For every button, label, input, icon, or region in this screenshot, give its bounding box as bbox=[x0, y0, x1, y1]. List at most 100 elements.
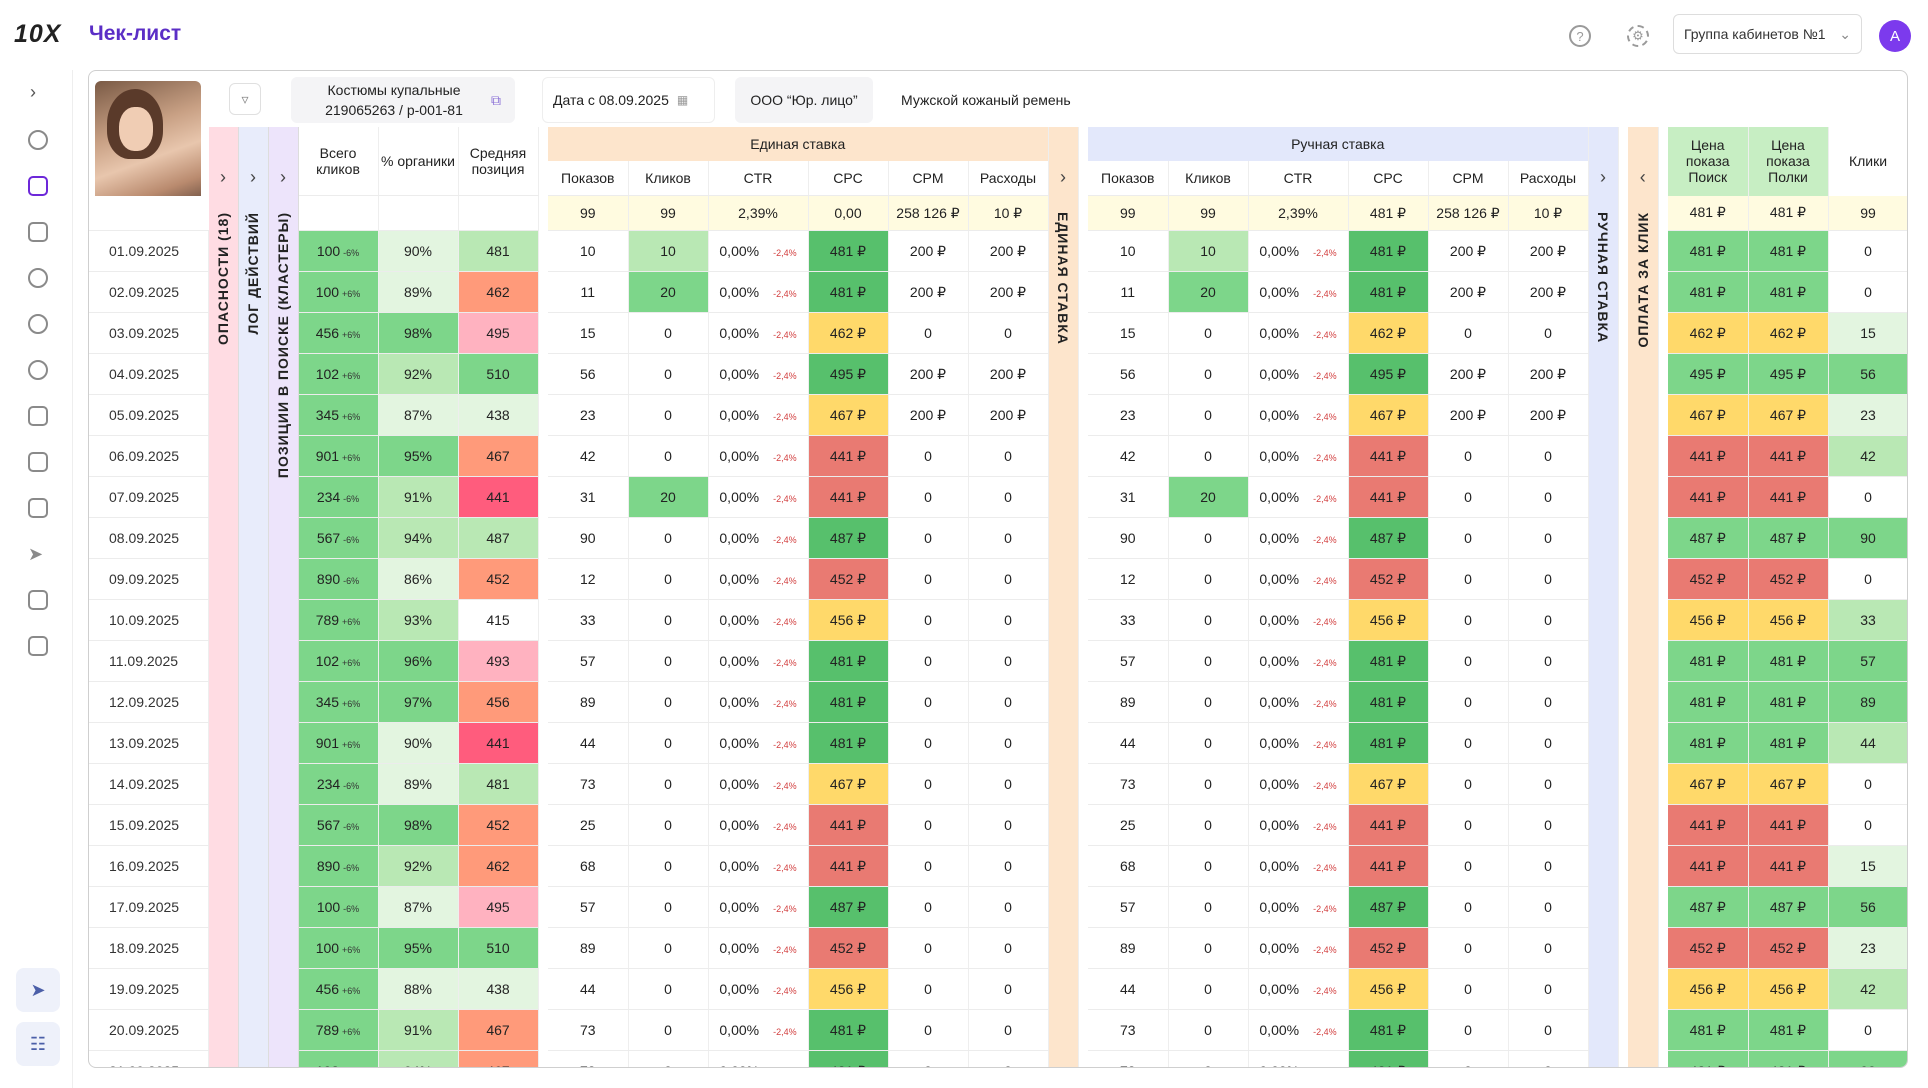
unified-clicks-cell: 0 bbox=[628, 886, 709, 928]
manual-column-header[interactable]: CPM bbox=[1428, 161, 1509, 196]
support-chat-icon[interactable]: ☷ bbox=[16, 1022, 60, 1066]
unified-column-header[interactable]: CTR bbox=[708, 161, 809, 196]
row-date: 13.09.2025 bbox=[89, 722, 209, 764]
send-icon[interactable]: ➤ bbox=[28, 544, 44, 564]
unified-shows-cell: 15 bbox=[548, 312, 629, 354]
manual-column-header[interactable]: Кликов bbox=[1168, 161, 1249, 196]
calendar-icon[interactable] bbox=[28, 590, 48, 610]
log-strip-label: ЛОГ ДЕЙСТВИЙ bbox=[245, 212, 261, 335]
unified-column-header[interactable]: Кликов bbox=[628, 161, 709, 196]
telegram-icon[interactable]: ➤ bbox=[16, 968, 60, 1012]
unified-bid-strip[interactable]: › ЕДИНАЯ СТАВКА bbox=[1048, 127, 1079, 1067]
product-selector[interactable]: Костюмы купальные 219065263 / p-001-81 ⧉ bbox=[291, 77, 515, 123]
expand-chevron-icon[interactable]: › bbox=[280, 167, 286, 187]
row-date: 01.09.2025 bbox=[89, 230, 209, 272]
filter-icon[interactable]: ▿ bbox=[229, 83, 261, 115]
help-icon[interactable]: ? bbox=[1569, 25, 1591, 47]
unified-shows-cell: 57 bbox=[548, 886, 629, 928]
unified-column-header[interactable]: CPM bbox=[888, 161, 969, 196]
positions-strip[interactable]: › ПОЗИЦИИ В ПОИСКЕ (КЛАСТЕРЫ) bbox=[268, 127, 299, 1067]
unified-expense-cell: 0 bbox=[968, 886, 1049, 928]
cpc-strip[interactable]: ‹ ОПЛАТА ЗА КЛИК bbox=[1628, 127, 1659, 1067]
unified-expense-cell: 0 bbox=[968, 845, 1049, 887]
date-picker[interactable]: Дата с 08.09.2025 ▦ bbox=[542, 77, 715, 123]
unified-clicks-cell: 0 bbox=[628, 599, 709, 641]
total-clicks-cell: 789 +6% bbox=[298, 599, 379, 641]
unified-expense-cell: 0 bbox=[968, 681, 1049, 723]
expand-chevron-icon[interactable]: › bbox=[1600, 167, 1606, 187]
manual-expense-cell: 0 bbox=[1508, 476, 1589, 518]
unified-column-header[interactable]: CPC bbox=[808, 161, 889, 196]
expand-sidebar-icon[interactable]: › bbox=[30, 82, 36, 102]
legal-entity-select[interactable]: ООО “Юр. лицо” bbox=[735, 77, 873, 123]
settings-icon[interactable]: ⚙ bbox=[1627, 25, 1649, 47]
shelf-price-cell: 481 ₽ bbox=[1748, 640, 1829, 682]
unified-clicks-cell: 0 bbox=[628, 763, 709, 805]
date-prefix: Дата с bbox=[553, 92, 595, 108]
organic-total-cell bbox=[298, 195, 379, 231]
unified-clicks-cell: 0 bbox=[628, 353, 709, 395]
organic-cell: 92% bbox=[378, 353, 459, 395]
copy-icon[interactable]: ⧉ bbox=[491, 91, 501, 108]
log-strip[interactable]: › ЛОГ ДЕЙСТВИЙ bbox=[238, 127, 269, 1067]
manual-column-header[interactable]: Показов bbox=[1088, 161, 1169, 196]
unified-ctr-cell: 0,00%-2,4% bbox=[708, 599, 809, 641]
expand-chevron-icon[interactable]: › bbox=[220, 167, 226, 187]
cabinet-group-select[interactable]: Группа кабинетов №1 ⌄ bbox=[1673, 14, 1862, 54]
search-price-cell: 441 ₽ bbox=[1668, 845, 1749, 887]
cpc-clicks-cell: 15 bbox=[1828, 845, 1907, 887]
manual-cpm-cell: 200 ₽ bbox=[1428, 353, 1509, 395]
unified-clicks-cell: 0 bbox=[628, 558, 709, 600]
copy-icon[interactable] bbox=[28, 222, 48, 242]
unified-expense-cell: 200 ₽ bbox=[968, 353, 1049, 395]
briefcase-icon[interactable] bbox=[28, 406, 48, 426]
manual-clicks-cell: 0 bbox=[1168, 558, 1249, 600]
collapse-chevron-icon[interactable]: ‹ bbox=[1639, 167, 1646, 187]
unified-column-header[interactable]: Расходы bbox=[968, 161, 1049, 196]
unified-clicks-cell: 0 bbox=[628, 435, 709, 477]
target-icon[interactable] bbox=[28, 268, 48, 288]
dangers-strip[interactable]: › ОПАСНОСТИ (18) bbox=[208, 127, 239, 1067]
manual-cpm-cell: 0 bbox=[1428, 968, 1509, 1010]
manual-cpm-cell: 0 bbox=[1428, 599, 1509, 641]
pie-chart-icon[interactable] bbox=[28, 360, 48, 380]
organic-cell: 91% bbox=[378, 476, 459, 518]
other-product-tab[interactable]: Мужской кожаный ремень bbox=[901, 92, 1071, 108]
manual-column-header[interactable]: CTR bbox=[1248, 161, 1349, 196]
refresh-icon[interactable] bbox=[28, 314, 48, 334]
manual-clicks-cell: 0 bbox=[1168, 845, 1249, 887]
checklist-icon[interactable] bbox=[28, 176, 48, 196]
manual-ctr-cell: 0,00%-2,4% bbox=[1248, 312, 1349, 354]
total-clicks-cell: 345 +6% bbox=[298, 681, 379, 723]
analytics-icon[interactable] bbox=[28, 452, 48, 472]
manual-clicks-cell: 0 bbox=[1168, 722, 1249, 764]
speed-icon[interactable] bbox=[28, 130, 48, 150]
total-clicks-cell: 901 +6% bbox=[298, 435, 379, 477]
cpc-clicks-cell: 0 bbox=[1828, 804, 1907, 846]
avg-position-cell: 441 bbox=[458, 476, 539, 518]
manual-cpc-cell: 467 ₽ bbox=[1348, 763, 1429, 805]
unified-cpc-cell: 481 ₽ bbox=[808, 271, 889, 313]
unified-expense-cell: 0 bbox=[968, 558, 1049, 600]
unified-clicks-cell: 20 bbox=[628, 476, 709, 518]
expand-chevron-icon[interactable]: › bbox=[1060, 167, 1066, 187]
unified-shows-cell: 11 bbox=[548, 271, 629, 313]
row-date: 02.09.2025 bbox=[89, 271, 209, 313]
shelf-price-cell: 495 ₽ bbox=[1748, 353, 1829, 395]
manual-column-header[interactable]: Расходы bbox=[1508, 161, 1589, 196]
unified-cpc-cell: 452 ₽ bbox=[808, 927, 889, 969]
table-row: 04.09.2025 102 +6% 92% 510 56 0 0,00% -2,4% 495 ₽… bbox=[89, 353, 1907, 395]
percent-icon[interactable] bbox=[28, 498, 48, 518]
expand-chevron-icon[interactable]: › bbox=[250, 167, 256, 187]
camera-icon[interactable] bbox=[28, 636, 48, 656]
avatar[interactable]: A bbox=[1879, 20, 1911, 52]
unified-column-header[interactable]: Показов bbox=[548, 161, 629, 196]
unified-cpm-cell: 0 bbox=[888, 1050, 969, 1067]
total-clicks-cell: 890 -6% bbox=[298, 845, 379, 887]
unified-cpc-cell: 487 ₽ bbox=[808, 517, 889, 559]
organic-cell: 86% bbox=[378, 558, 459, 600]
manual-expense-cell: 0 bbox=[1508, 1009, 1589, 1051]
legal-entity-label: ООО “Юр. лицо” bbox=[750, 92, 858, 108]
manual-column-header[interactable]: CPC bbox=[1348, 161, 1429, 196]
manual-bid-strip[interactable]: › РУЧНАЯ СТАВКА bbox=[1588, 127, 1619, 1067]
